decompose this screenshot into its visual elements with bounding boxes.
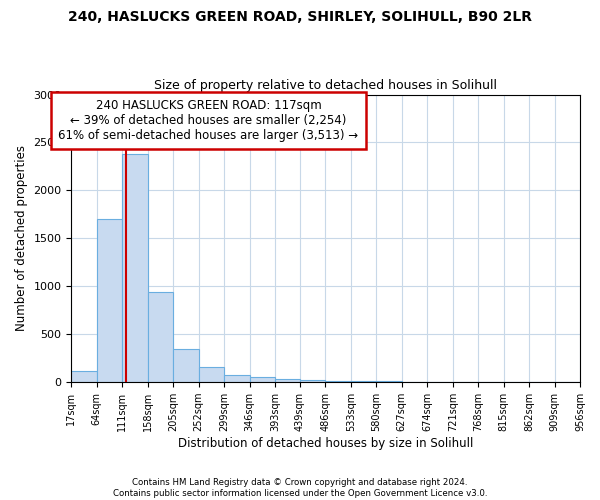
Bar: [173, 348, 199, 382]
Bar: [300, 380, 325, 382]
Bar: [199, 367, 224, 382]
Text: 240, HASLUCKS GREEN ROAD, SHIRLEY, SOLIHULL, B90 2LR: 240, HASLUCKS GREEN ROAD, SHIRLEY, SOLIH…: [68, 10, 532, 24]
Bar: [148, 292, 173, 382]
Title: Size of property relative to detached houses in Solihull: Size of property relative to detached ho…: [154, 79, 497, 92]
Bar: [250, 377, 275, 382]
X-axis label: Distribution of detached houses by size in Solihull: Distribution of detached houses by size …: [178, 437, 473, 450]
Bar: [325, 381, 351, 382]
Text: Contains HM Land Registry data © Crown copyright and database right 2024.
Contai: Contains HM Land Registry data © Crown c…: [113, 478, 487, 498]
Text: 240 HASLUCKS GREEN ROAD: 117sqm
← 39% of detached houses are smaller (2,254)
61%: 240 HASLUCKS GREEN ROAD: 117sqm ← 39% of…: [58, 100, 358, 142]
Bar: [97, 219, 122, 382]
Bar: [224, 374, 250, 382]
Y-axis label: Number of detached properties: Number of detached properties: [15, 146, 28, 332]
Bar: [275, 379, 300, 382]
Bar: [122, 154, 148, 382]
Bar: [71, 370, 97, 382]
